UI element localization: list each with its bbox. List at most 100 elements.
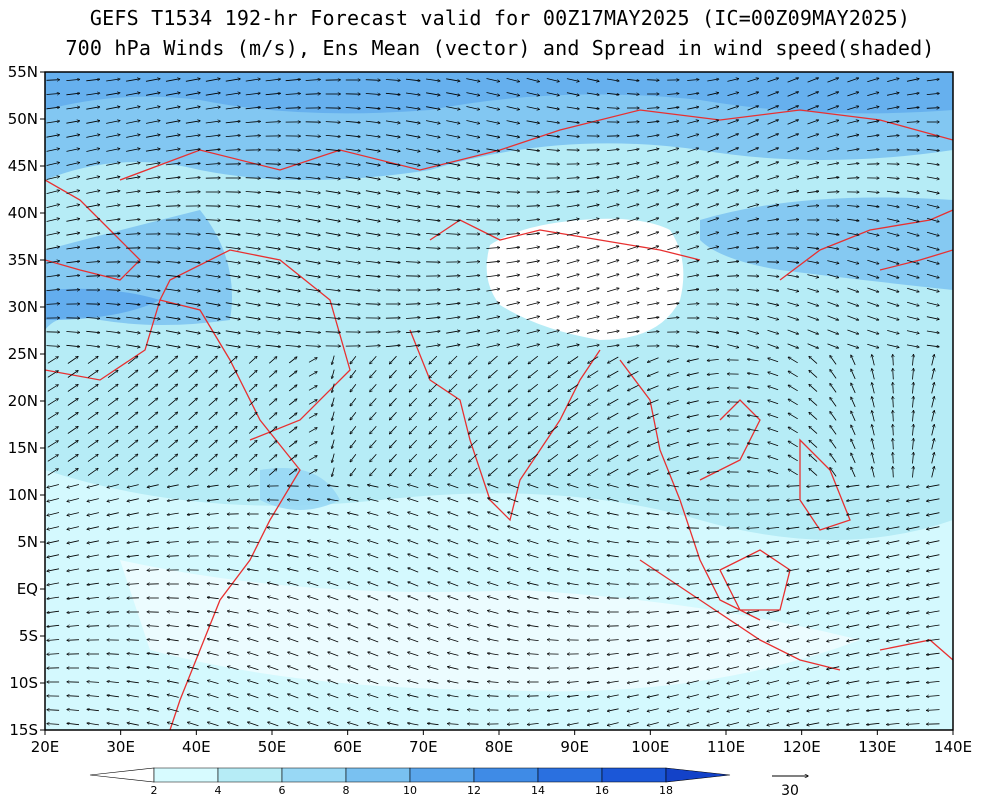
wind-vector — [526, 261, 540, 264]
wind-vector — [345, 176, 360, 179]
wind-vector — [185, 149, 200, 152]
wind-vector — [385, 93, 400, 94]
wind-vector — [707, 275, 718, 276]
wind-vector — [847, 163, 859, 164]
wind-vector — [106, 93, 120, 96]
wind-vector — [466, 190, 479, 193]
wind-vector — [106, 149, 119, 152]
wind-vector — [165, 206, 180, 207]
wind-vector — [245, 121, 261, 122]
wind-vector — [265, 191, 281, 192]
wind-vector — [667, 190, 679, 195]
wind-vector — [566, 191, 579, 192]
wind-vector — [667, 176, 678, 181]
wind-vector — [787, 106, 799, 111]
wind-vector — [847, 232, 859, 235]
wind-vector — [66, 107, 79, 110]
wind-vector — [906, 107, 919, 108]
wind-vector — [205, 135, 220, 138]
wind-vector — [225, 246, 240, 249]
wind-vector — [926, 190, 939, 194]
wind-vector — [546, 192, 560, 193]
wind-vector — [506, 106, 520, 110]
wind-vector — [627, 190, 639, 195]
wind-vector — [245, 192, 261, 193]
wind-vector — [466, 220, 479, 221]
lon-label: 70E — [409, 738, 438, 756]
wind-vector — [847, 121, 858, 124]
wind-vector — [566, 246, 579, 250]
wind-vector — [245, 232, 260, 235]
wind-vector — [205, 233, 220, 234]
wind-vector — [747, 106, 759, 111]
wind-vector — [165, 274, 180, 277]
wind-vector — [687, 134, 698, 139]
wind-vector — [867, 135, 879, 138]
wind-vector — [185, 260, 200, 263]
wind-vector — [365, 204, 380, 208]
wind-vector — [205, 149, 220, 150]
wind-vector — [627, 204, 638, 209]
wind-vector — [305, 94, 321, 95]
wind-vector — [566, 92, 579, 96]
wind-vector — [827, 260, 838, 264]
wind-vector — [426, 92, 440, 95]
wind-vector — [405, 78, 420, 81]
wind-vector — [185, 247, 200, 248]
wind-vector — [647, 190, 658, 195]
wind-vector — [165, 149, 180, 152]
wind-vector — [86, 233, 99, 236]
wind-vector — [906, 231, 919, 235]
wind-vector — [405, 120, 420, 123]
wind-vector — [607, 191, 619, 194]
wind-vector — [687, 218, 699, 223]
wind-vector — [285, 204, 301, 207]
wind-vector — [165, 248, 180, 249]
wind-vector — [86, 177, 99, 180]
wind-vector — [727, 120, 739, 125]
wind-vector — [405, 106, 420, 109]
wind-vector — [906, 204, 919, 208]
wind-vector — [385, 190, 400, 194]
wind-vector — [667, 275, 678, 278]
wind-vector — [86, 219, 99, 222]
wind-vector — [86, 247, 99, 250]
wind-vector — [385, 261, 400, 262]
wind-vector — [385, 276, 400, 277]
wind-vector — [767, 233, 778, 234]
lat-label: 45N — [8, 157, 38, 175]
wind-vector — [647, 121, 659, 122]
wind-vector — [126, 149, 140, 152]
wind-vector — [767, 78, 779, 83]
wind-vector — [225, 206, 240, 207]
wind-vector — [365, 190, 380, 194]
wind-vector — [606, 204, 619, 208]
wind-vector — [486, 134, 499, 138]
wind-vector — [446, 234, 460, 235]
wind-vector — [86, 276, 99, 277]
wind-vector — [185, 234, 200, 235]
wind-vector — [365, 162, 380, 166]
wind-vector — [727, 233, 738, 236]
lon-label: 50E — [258, 738, 287, 756]
wind-vector — [807, 106, 819, 111]
wind-vector — [627, 232, 638, 237]
wind-vector — [867, 78, 878, 83]
colorbar: 2 4 6 8 10 12 14 16 18 — [89, 767, 731, 797]
wind-vector — [305, 218, 320, 222]
wind-vector — [767, 120, 779, 125]
wind-vector — [245, 274, 260, 278]
wind-vector — [426, 148, 440, 152]
wind-vector — [446, 106, 460, 110]
wind-vector — [86, 205, 99, 208]
colorbar-swatch — [89, 767, 155, 783]
wind-vector — [747, 247, 758, 248]
wind-vector — [225, 121, 240, 124]
wind-vector — [46, 233, 60, 236]
wind-vector — [667, 246, 678, 251]
lat-label: 15S — [9, 721, 38, 739]
wind-vector — [586, 177, 599, 180]
wind-vector — [245, 288, 260, 292]
lon-label: 120E — [783, 738, 821, 756]
wind-vector — [546, 134, 560, 137]
